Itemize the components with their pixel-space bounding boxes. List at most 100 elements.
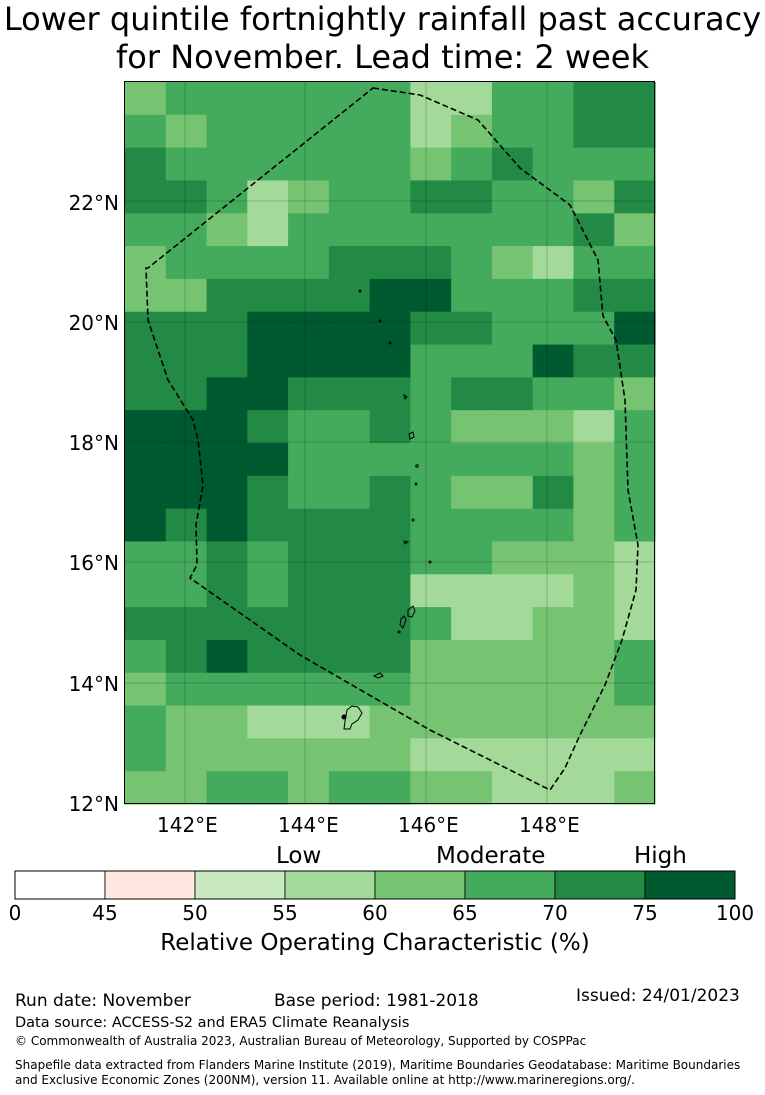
- colorbar-title: Relative Operating Characteristic (%): [160, 930, 590, 956]
- grid-cell: [614, 213, 656, 247]
- island-guam: [343, 705, 363, 730]
- grid-cell: [247, 344, 289, 378]
- grid-cell: [328, 574, 371, 608]
- grid-cell: [532, 771, 575, 805]
- grid-cell: [125, 147, 167, 182]
- grid-cell: [410, 311, 452, 346]
- grid-cell: [532, 180, 575, 214]
- grid-cell: [288, 443, 330, 477]
- grid-cell: [125, 541, 167, 575]
- grid-cell: [247, 311, 289, 346]
- grid-cell: [288, 180, 330, 214]
- grid-cell: [165, 639, 208, 674]
- grid-cell: [288, 410, 330, 444]
- map-figure: [14, 81, 736, 900]
- grid-cell: [491, 114, 534, 149]
- grid-cell: [614, 475, 656, 510]
- grid-cell: [369, 180, 411, 214]
- colorbar-tick-label: 65: [452, 901, 478, 925]
- grid-cell: [165, 705, 208, 739]
- grid-cell: [532, 213, 575, 247]
- grid-cell: [328, 672, 371, 707]
- lon-label-144e: 144°E: [278, 813, 339, 837]
- grid-cell: [573, 771, 615, 805]
- colorbar: [14, 870, 736, 900]
- island-small-1: [415, 464, 419, 468]
- grid-cell: [532, 607, 575, 641]
- grid-cell: [369, 738, 411, 772]
- grid-cell: [451, 541, 493, 575]
- lon-label-142e: 142°E: [157, 813, 218, 837]
- grid-cell: [206, 410, 248, 444]
- grid-cell: [410, 344, 452, 378]
- grid-cell: [125, 213, 167, 247]
- colorbar-segment: [464, 870, 556, 900]
- grid-cell: [247, 574, 289, 608]
- grid-cell: [614, 639, 656, 674]
- data-source: Data source: ACCESS-S2 and ERA5 Climate …: [15, 1015, 410, 1031]
- grid-cell: [410, 147, 452, 182]
- grid-cell: [614, 82, 656, 116]
- grid-cell: [369, 82, 411, 116]
- colorbar-tick-label: 50: [182, 901, 208, 925]
- island-pagan: [408, 431, 415, 440]
- grid-cell: [410, 278, 452, 313]
- colorbar-frame: [14, 870, 736, 900]
- grid-cell: [165, 278, 208, 313]
- grid-cell: [369, 278, 411, 313]
- grid-cell: [206, 213, 248, 247]
- grid-cell: [247, 475, 289, 510]
- grid-cell: [614, 672, 656, 707]
- grid-cell: [165, 410, 208, 444]
- grid-cell: [206, 82, 248, 116]
- island-small-6: [358, 289, 362, 293]
- grid-cell: [288, 508, 330, 543]
- grid-cell: [369, 639, 411, 674]
- grid-cell: [410, 213, 452, 247]
- grid-cell: [532, 443, 575, 477]
- grid-cell: [451, 147, 493, 182]
- grid-cell: [614, 771, 656, 805]
- lat-label-22n: 22°N: [68, 191, 119, 215]
- grid-cell: [491, 672, 534, 707]
- grid-cell: [288, 672, 330, 707]
- colorbar-tick-label: 70: [542, 901, 568, 925]
- grid-cell: [288, 311, 330, 346]
- grid-cell: [369, 443, 411, 477]
- grid-cell: [125, 672, 167, 707]
- grid-cell: [491, 475, 534, 510]
- grid-cell: [573, 672, 615, 707]
- grid-cell: [410, 114, 452, 149]
- grid-cell: [410, 574, 452, 608]
- grid-cell: [369, 213, 411, 247]
- grid-cell: [491, 278, 534, 313]
- grid-cell: [328, 377, 371, 411]
- colorbar-label-high: High: [634, 843, 687, 869]
- lat-label-12n: 12°N: [68, 792, 119, 816]
- grid-cell: [573, 475, 615, 510]
- grid-cell: [614, 738, 656, 772]
- colorbar-segment: [284, 870, 376, 900]
- grid-cell: [328, 475, 371, 510]
- grid-cell: [451, 344, 493, 378]
- grid-cell: [451, 82, 493, 116]
- copyright: © Commonwealth of Australia 2023, Austra…: [15, 1034, 587, 1048]
- grid-cell: [491, 147, 534, 182]
- grid-cell: [369, 246, 411, 280]
- grid-cell: [369, 574, 411, 608]
- grid-cell: [328, 278, 371, 313]
- grid-cell: [532, 574, 575, 608]
- grid-cell: [532, 246, 575, 280]
- grid-cell: [451, 377, 493, 411]
- grid-cell: [451, 475, 493, 510]
- grid-cell: [165, 114, 208, 149]
- grid-cell: [125, 443, 167, 477]
- grid-cell: [573, 410, 615, 444]
- grid-cell: [125, 377, 167, 411]
- grid-cell: [614, 377, 656, 411]
- grid-cell: [491, 410, 534, 444]
- grid-cell: [451, 639, 493, 674]
- grid-cell: [125, 311, 167, 346]
- grid-cell: [573, 114, 615, 149]
- grid-cell: [288, 147, 330, 182]
